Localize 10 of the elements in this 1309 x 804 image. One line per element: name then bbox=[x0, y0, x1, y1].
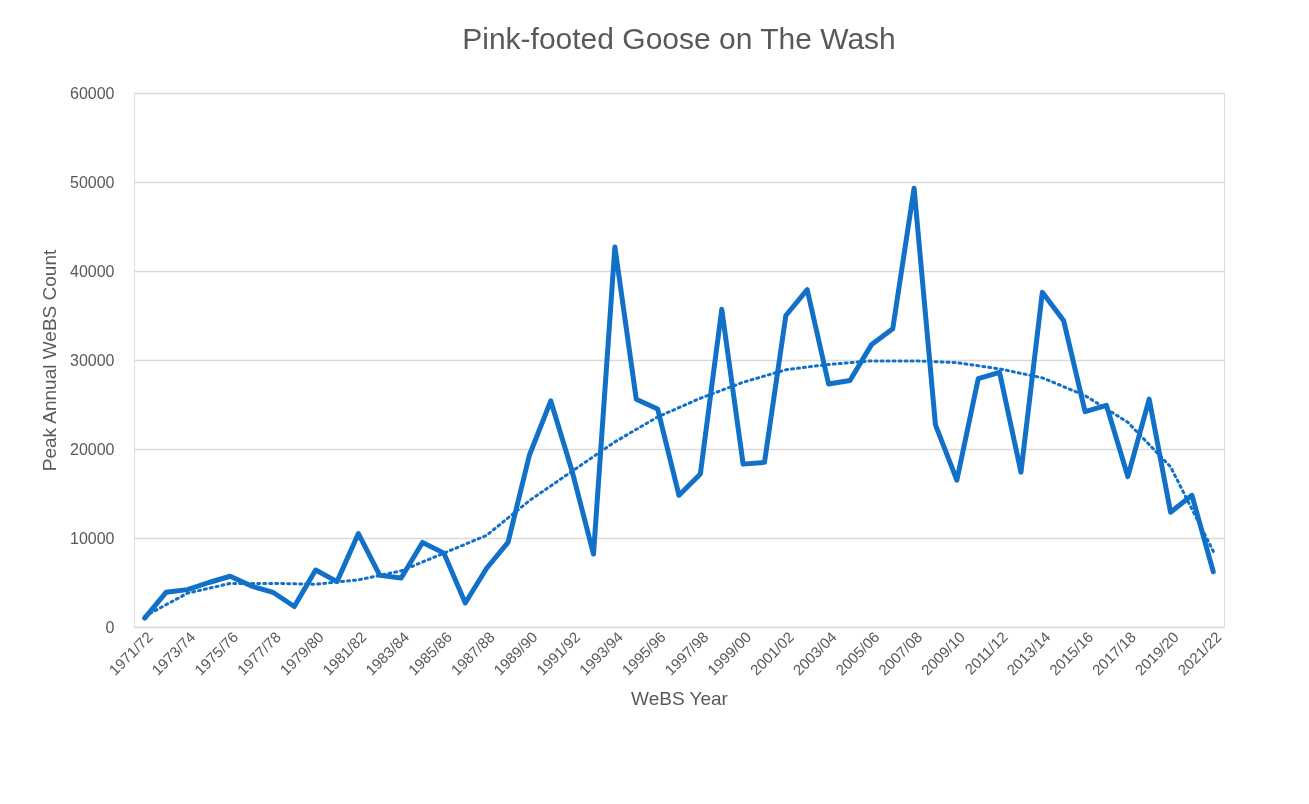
y-tick-label: 60000 bbox=[70, 84, 115, 102]
y-tick-label: 50000 bbox=[70, 173, 115, 191]
x-axis-title: WeBS Year bbox=[631, 688, 729, 710]
y-tick-label: 40000 bbox=[70, 262, 115, 280]
y-axis-title: Peak Annual WeBS Count bbox=[39, 249, 61, 472]
chart-title: Pink-footed Goose on The Wash bbox=[462, 22, 896, 55]
y-tick-label: 10000 bbox=[70, 529, 115, 547]
y-tick-label: 20000 bbox=[70, 440, 115, 458]
y-tick-label: 30000 bbox=[70, 351, 115, 369]
y-tick-label: 0 bbox=[105, 618, 115, 636]
